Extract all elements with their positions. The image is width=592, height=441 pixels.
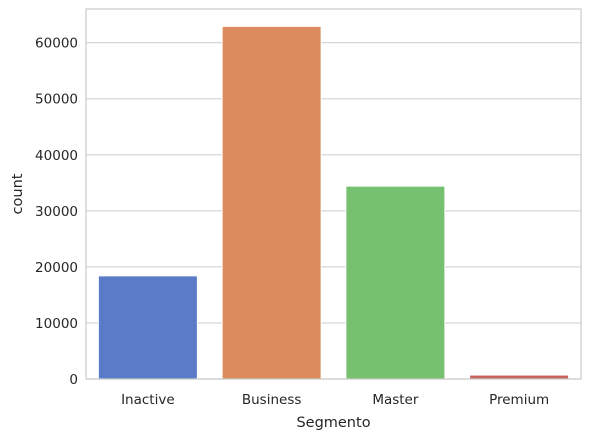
plot-frame bbox=[85, 8, 582, 380]
x-tick-label-master: Master bbox=[372, 392, 419, 408]
y-tick-label: 40000 bbox=[35, 148, 78, 164]
y-tick-label: 50000 bbox=[35, 92, 78, 108]
bar-business bbox=[221, 25, 322, 380]
y-axis-title: count bbox=[10, 173, 26, 214]
x-tick-label-business: Business bbox=[242, 392, 302, 408]
x-tick-label-inactive: Inactive bbox=[121, 392, 175, 408]
bar-master bbox=[345, 185, 446, 380]
x-axis-title: Segmento bbox=[296, 415, 370, 431]
y-tick-label: 0 bbox=[69, 372, 78, 388]
y-tick-label: 60000 bbox=[35, 36, 78, 52]
bars bbox=[97, 25, 570, 380]
y-tick-label: 20000 bbox=[35, 260, 78, 276]
x-tick-labels: Inactive Business Master Premium bbox=[121, 392, 549, 408]
y-tick-labels: 0 10000 20000 30000 40000 50000 60000 bbox=[35, 36, 78, 388]
bar-inactive bbox=[97, 275, 198, 380]
y-tick-label: 30000 bbox=[35, 204, 78, 220]
x-tick-label-premium: Premium bbox=[489, 392, 549, 408]
y-tick-label: 10000 bbox=[35, 316, 78, 332]
